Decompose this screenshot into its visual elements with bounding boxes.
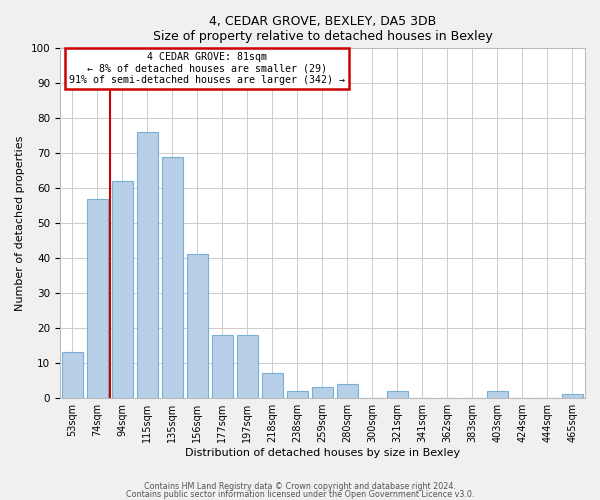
Bar: [387, 390, 408, 398]
Title: 4, CEDAR GROVE, BEXLEY, DA5 3DB
Size of property relative to detached houses in : 4, CEDAR GROVE, BEXLEY, DA5 3DB Size of …: [152, 15, 493, 43]
Bar: [187, 254, 208, 398]
Bar: [262, 374, 283, 398]
Bar: [312, 387, 333, 398]
Bar: [237, 335, 258, 398]
Bar: [87, 198, 108, 398]
Bar: [137, 132, 158, 398]
Bar: [112, 181, 133, 398]
Bar: [562, 394, 583, 398]
Bar: [487, 390, 508, 398]
Text: 4 CEDAR GROVE: 81sqm
← 8% of detached houses are smaller (29)
91% of semi-detach: 4 CEDAR GROVE: 81sqm ← 8% of detached ho…: [69, 52, 345, 85]
Text: Contains HM Land Registry data © Crown copyright and database right 2024.: Contains HM Land Registry data © Crown c…: [144, 482, 456, 491]
Y-axis label: Number of detached properties: Number of detached properties: [15, 136, 25, 310]
Bar: [162, 156, 183, 398]
Bar: [287, 390, 308, 398]
Text: Contains public sector information licensed under the Open Government Licence v3: Contains public sector information licen…: [126, 490, 474, 499]
Bar: [337, 384, 358, 398]
Bar: [212, 335, 233, 398]
X-axis label: Distribution of detached houses by size in Bexley: Distribution of detached houses by size …: [185, 448, 460, 458]
Bar: [62, 352, 83, 398]
